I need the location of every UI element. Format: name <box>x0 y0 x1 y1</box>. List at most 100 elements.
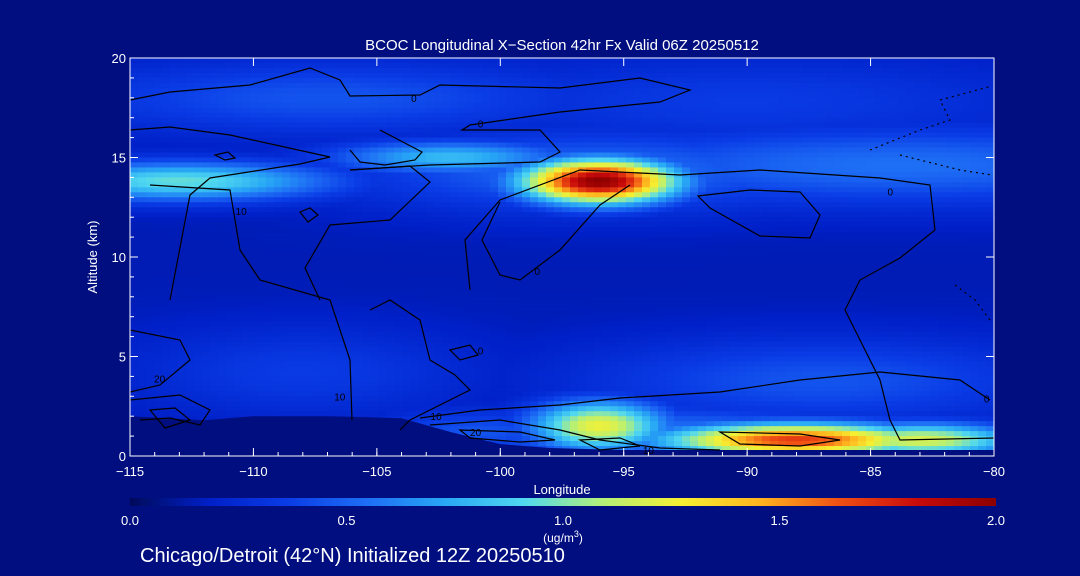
heatmap-cell <box>546 92 555 99</box>
heatmap-cell <box>554 261 563 268</box>
heatmap-cell <box>970 67 979 74</box>
heatmap-cell <box>954 122 963 129</box>
heatmap-cell <box>554 271 563 278</box>
heatmap-cell <box>322 127 331 134</box>
heatmap-cell <box>826 167 835 174</box>
heatmap-cell <box>874 132 883 139</box>
heatmap-cell <box>802 122 811 129</box>
heatmap-cell <box>450 142 459 149</box>
heatmap-cell <box>170 187 179 193</box>
heatmap-cell <box>890 132 899 139</box>
heatmap-cell <box>354 197 363 203</box>
heatmap-cell <box>418 72 427 79</box>
heatmap-cell <box>562 92 571 99</box>
heatmap-cell <box>634 87 643 94</box>
heatmap-cell <box>210 92 219 99</box>
heatmap-cell <box>802 87 811 94</box>
heatmap-cell <box>858 232 867 238</box>
heatmap-cell <box>866 242 875 248</box>
heatmap-cell <box>834 187 843 193</box>
heatmap-cell <box>170 77 179 84</box>
heatmap-cell <box>690 72 699 79</box>
heatmap-cell <box>970 162 979 169</box>
heatmap-cell <box>450 137 459 144</box>
heatmap-cell <box>690 222 699 228</box>
heatmap-cell <box>138 147 147 154</box>
heatmap-cell <box>906 192 915 198</box>
heatmap-cell <box>218 222 227 228</box>
heatmap-cell <box>762 112 771 119</box>
heatmap-cell <box>298 247 307 253</box>
heatmap-cell <box>250 147 259 154</box>
heatmap-cell <box>954 222 963 228</box>
heatmap-cell <box>954 252 963 258</box>
heatmap-cell <box>354 202 363 208</box>
heatmap-cell <box>514 172 523 178</box>
heatmap-cell <box>410 152 419 159</box>
heatmap-cell <box>506 142 515 149</box>
heatmap-cell <box>250 192 259 198</box>
heatmap-cell <box>714 266 723 273</box>
heatmap-cell <box>226 212 235 218</box>
heatmap-cell <box>266 227 275 233</box>
heatmap-cell <box>866 252 875 258</box>
heatmap-cell <box>930 261 939 268</box>
heatmap-cell <box>602 132 611 139</box>
heatmap-cell <box>522 177 531 183</box>
heatmap-cell <box>322 266 331 273</box>
heatmap-cell <box>562 187 571 193</box>
heatmap-cell <box>338 257 347 263</box>
heatmap-cell <box>570 92 579 99</box>
heatmap-cell <box>162 117 171 124</box>
heatmap-cell <box>178 72 187 79</box>
heatmap-cell <box>338 157 347 164</box>
heatmap-cell <box>986 177 994 183</box>
heatmap-cell <box>178 237 187 243</box>
heatmap-cell <box>330 152 339 159</box>
heatmap-cell <box>970 77 979 84</box>
heatmap-cell <box>506 257 515 263</box>
heatmap-cell <box>778 222 787 228</box>
heatmap-cell <box>282 112 291 119</box>
heatmap-cell <box>978 62 987 69</box>
heatmap-cell <box>594 172 603 178</box>
heatmap-cell <box>898 117 907 124</box>
heatmap-cell <box>362 67 371 74</box>
heatmap-cell <box>986 72 994 79</box>
heatmap-cell <box>794 62 803 69</box>
heatmap-cell <box>490 62 499 69</box>
heatmap-cell <box>370 276 379 283</box>
heatmap-cell <box>722 237 731 243</box>
heatmap-cell <box>658 147 667 154</box>
heatmap-cell <box>770 212 779 218</box>
heatmap-cell <box>986 87 994 94</box>
heatmap-cell <box>170 266 179 273</box>
heatmap-cell <box>938 222 947 228</box>
heatmap-cell <box>626 227 635 233</box>
heatmap-cell <box>642 187 651 193</box>
heatmap-cell <box>194 87 203 94</box>
heatmap-cell <box>562 227 571 233</box>
heatmap-cell <box>482 257 491 263</box>
heatmap-cell <box>474 217 483 223</box>
heatmap-cell <box>346 97 355 104</box>
heatmap-cell <box>930 62 939 69</box>
heatmap-cell <box>458 182 467 188</box>
heatmap-cell <box>962 261 971 268</box>
heatmap-cell <box>946 152 955 159</box>
heatmap-cell <box>986 157 994 164</box>
heatmap-cell <box>762 271 771 278</box>
heatmap-cell <box>522 162 531 169</box>
heatmap-cell <box>466 117 475 124</box>
heatmap-cell <box>298 137 307 144</box>
heatmap-cell <box>442 62 451 69</box>
heatmap-cell <box>658 252 667 258</box>
heatmap-cell <box>306 237 315 243</box>
heatmap-cell <box>498 257 507 263</box>
heatmap-cell <box>658 82 667 89</box>
heatmap-cell <box>722 222 731 228</box>
heatmap-cell <box>850 252 859 258</box>
heatmap-cell <box>210 117 219 124</box>
heatmap-cell <box>810 172 819 178</box>
heatmap-cell <box>770 266 779 273</box>
